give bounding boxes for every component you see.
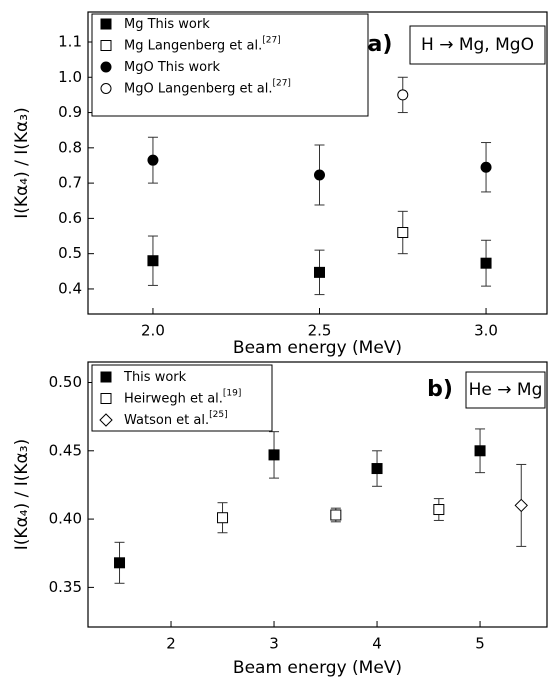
y-axis-title: I(Kα₄) / I(Kα₃) — [12, 439, 32, 550]
y-tick-label: 0.9 — [58, 103, 82, 121]
data-point — [514, 498, 528, 513]
y-tick-label: 0.35 — [49, 578, 82, 596]
data-point — [480, 161, 492, 173]
legend-name: MgO This work — [124, 60, 220, 75]
legend-name: Heirwegh et al. — [124, 391, 223, 406]
label-box — [465, 371, 546, 409]
legend-name: Watson et al. — [124, 413, 209, 428]
legend-label: Mg Langenberg et al.[27] — [124, 35, 281, 53]
legend-label: MgO This work — [124, 60, 220, 75]
y-tick-label: 0.8 — [58, 138, 82, 156]
label-box — [409, 25, 546, 65]
data-point — [371, 463, 383, 475]
panel-label: a) — [368, 32, 393, 57]
panel-label: b) — [427, 377, 453, 402]
x-tick-label: 3.0 — [474, 322, 498, 340]
legend-label: Heirwegh et al.[19] — [124, 388, 241, 406]
legend-marker — [100, 40, 112, 51]
data-point — [147, 154, 159, 166]
y-tick-label: 0.7 — [58, 174, 82, 192]
data-point — [480, 257, 492, 269]
legend-name: Mg Langenberg et al. — [124, 38, 262, 53]
y-tick-label: 0.40 — [49, 510, 82, 528]
y-tick-label: 0.50 — [49, 373, 82, 391]
x-tick-label: 3 — [269, 635, 279, 653]
label-box-text: He → Mg — [469, 380, 543, 400]
data-point — [268, 449, 280, 461]
legend-ref: [27] — [272, 78, 290, 88]
plot-frame — [87, 361, 548, 628]
data-point — [474, 445, 486, 457]
y-tick-label: 0.4 — [58, 279, 82, 297]
y-tick-label: 0.5 — [58, 244, 82, 262]
x-axis-title: Beam energy (MeV) — [233, 658, 402, 678]
data-point — [114, 557, 126, 569]
legend-marker — [100, 371, 112, 383]
y-tick-label: 1.0 — [58, 68, 82, 86]
plot-frame — [87, 11, 548, 315]
x-tick-label: 5 — [475, 635, 485, 653]
legend-name: MgO Langenberg et al. — [124, 81, 272, 96]
legend-ref: [19] — [223, 388, 241, 398]
legend-label: MgO Langenberg et al.[27] — [124, 78, 291, 96]
label-box-text: H → Mg, MgO — [421, 35, 534, 55]
data-point — [147, 255, 159, 267]
legend-ref: [25] — [209, 410, 227, 420]
legend-marker — [100, 393, 112, 404]
data-point — [397, 227, 409, 239]
legend-name: This work — [123, 370, 187, 385]
x-tick-label: 4 — [372, 635, 382, 653]
y-tick-label: 0.45 — [49, 441, 82, 459]
y-tick-label: 1.1 — [58, 32, 82, 50]
legend-name: Mg This work — [124, 17, 210, 32]
legend-label: This work — [123, 370, 187, 385]
y-tick-label: 0.6 — [58, 209, 82, 227]
data-point — [217, 512, 229, 524]
legend-label: Watson et al.[25] — [124, 410, 228, 428]
x-tick-label: 2 — [166, 635, 176, 653]
legend-marker — [100, 83, 112, 94]
data-point — [433, 504, 445, 516]
data-point — [313, 169, 325, 181]
x-tick-label: 2.0 — [141, 322, 165, 340]
legend-marker — [100, 18, 112, 30]
legend-box — [91, 364, 273, 432]
x-tick-label: 2.5 — [308, 322, 332, 340]
data-point — [330, 509, 342, 521]
legend-marker — [100, 61, 112, 73]
legend-marker — [99, 413, 113, 427]
legend-ref: [27] — [262, 35, 280, 45]
legend-box — [91, 13, 369, 117]
y-axis-title: I(Kα₄) / I(Kα₃) — [12, 107, 32, 218]
data-point — [313, 266, 325, 278]
legend-label: Mg This work — [124, 17, 210, 32]
data-point — [397, 89, 409, 101]
x-axis-title: Beam energy (MeV) — [233, 338, 402, 358]
